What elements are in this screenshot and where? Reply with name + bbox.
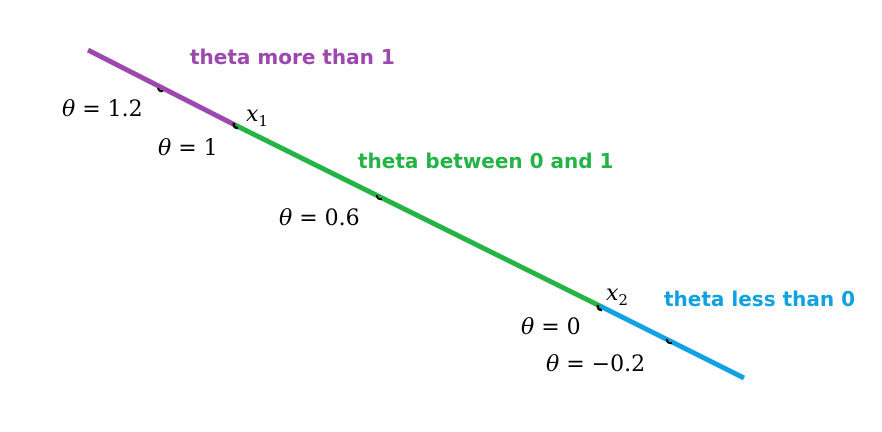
segment-theta-more-than-1 <box>86 47 239 129</box>
tick-theta-minus-0-2 <box>666 338 673 345</box>
tick-theta-1 <box>232 122 239 130</box>
label-theta-less-than-0: theta less than 0 <box>664 287 855 311</box>
tick-theta-0-6 <box>376 194 383 201</box>
label-theta-1-2: θ = 1.2 <box>62 97 143 122</box>
label-theta-0: θ = 0 <box>521 315 581 340</box>
label-x1: x1 <box>246 102 268 130</box>
label-theta-minus-0-2: θ = −0.2 <box>546 352 645 377</box>
tick-theta-1-2 <box>157 87 164 93</box>
segment-theta-less-than-0 <box>598 303 746 381</box>
label-x2: x2 <box>606 281 628 309</box>
label-theta-1: θ = 1 <box>158 136 218 161</box>
segment-theta-between-0-and-1 <box>233 122 604 310</box>
label-theta-more-than-1: theta more than 1 <box>190 45 395 69</box>
label-theta-between-0-and-1: theta between 0 and 1 <box>358 149 613 173</box>
tick-theta-0 <box>596 304 603 312</box>
label-theta-0-6: θ = 0.6 <box>279 206 360 231</box>
